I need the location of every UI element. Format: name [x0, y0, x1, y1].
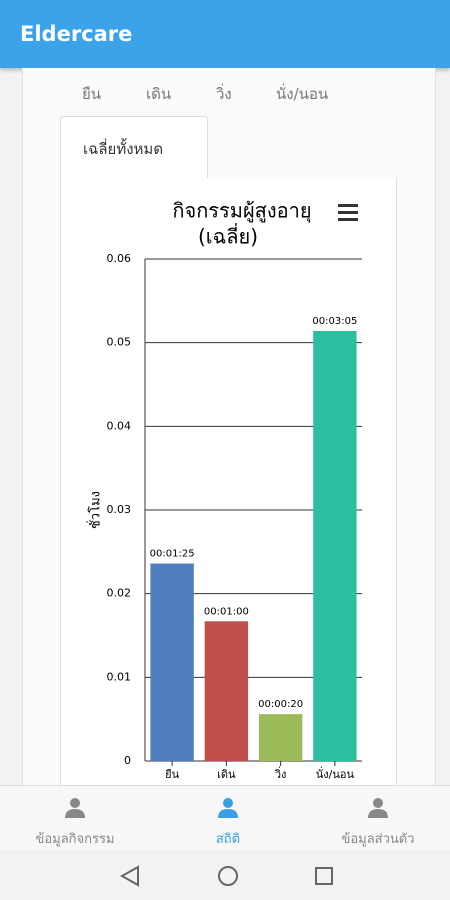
app-title: Eldercare	[20, 22, 133, 46]
bar	[150, 563, 194, 761]
chart-title: กิจกรรมผู้สูงอายุ	[172, 199, 311, 224]
back-button[interactable]	[119, 865, 139, 887]
nav-label[interactable]: ข้อมูลส่วนตัว	[341, 832, 415, 847]
y-axis-title: ชั่วโมง	[87, 491, 104, 529]
nav-icon	[368, 798, 388, 818]
nav-icon	[218, 798, 238, 818]
y-tick-label: 0.02	[107, 587, 132, 600]
y-tick-label: 0.05	[107, 336, 132, 349]
home-button[interactable]	[218, 866, 238, 886]
y-tick-label: 0.03	[107, 503, 132, 516]
app-bar: Eldercare	[0, 0, 450, 68]
system-nav	[0, 850, 450, 900]
x-tick-label: เดิน	[217, 768, 236, 781]
y-tick-label: 0.01	[107, 670, 132, 683]
y-tick-label: 0.06	[107, 252, 132, 265]
nav-icon	[65, 798, 85, 818]
nav-label[interactable]: ข้อมูลกิจกรรม	[35, 832, 115, 847]
bar	[258, 714, 303, 761]
tab[interactable]: ยืน	[82, 85, 102, 103]
data-label: 00:00:20	[258, 699, 303, 710]
bar	[204, 621, 249, 761]
data-label: 00:01:00	[204, 606, 249, 617]
system-buttons	[119, 865, 333, 887]
tab-label: เฉลี่ยทั้งหมด	[83, 140, 164, 158]
x-tick-label: นั่ง/นอน	[316, 766, 355, 781]
chart: กิจกรรมผู้สูงอายุ (เฉลี่ย) ชั่วโมง 0 0.01…	[87, 199, 362, 781]
x-tick-label: ยืน	[165, 768, 179, 781]
bar	[313, 330, 357, 761]
bottom-nav: ข้อมูลกิจกรรม สถิติ ข้อมูลส่วนตัว	[0, 785, 450, 851]
tab[interactable]: นั่ง/นอน	[276, 85, 329, 103]
y-tick-label: 0.04	[107, 419, 132, 432]
tab-active[interactable]: เฉลี่ยทั้งหมด	[60, 116, 208, 179]
recent-button[interactable]	[315, 867, 333, 885]
tab[interactable]: วิ่ง	[216, 85, 232, 103]
tab[interactable]: เดิน	[146, 85, 172, 103]
nav-label[interactable]: สถิติ	[215, 832, 241, 847]
chart-title: (เฉลี่ย)	[198, 223, 258, 249]
data-label: 00:01:25	[150, 549, 195, 560]
x-tick-label: วิ่ง	[274, 766, 286, 781]
y-tick-label: 0	[124, 754, 131, 767]
data-label: 00:03:05	[312, 316, 357, 327]
menu-icon[interactable]	[338, 204, 358, 221]
